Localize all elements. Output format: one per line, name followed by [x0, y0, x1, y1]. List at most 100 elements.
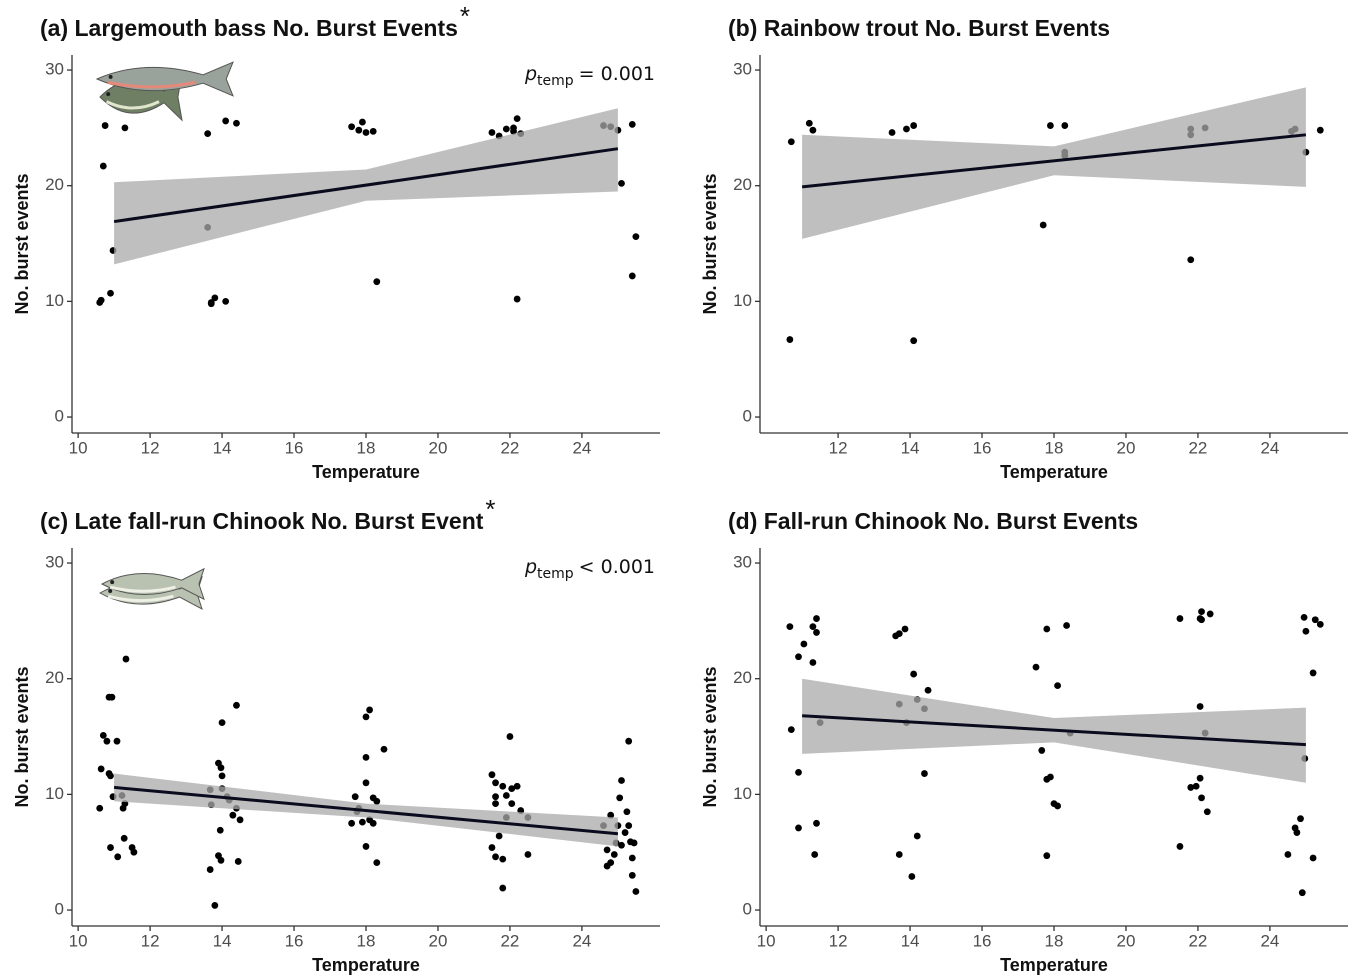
data-point	[207, 300, 215, 308]
data-point	[618, 841, 625, 849]
data-point	[895, 630, 903, 637]
data-point	[122, 655, 130, 663]
data-point	[1054, 682, 1061, 690]
x-tick-label: 24	[1260, 931, 1279, 950]
panel: (b) Rainbow trout No. Burst Events 0 10 20 3…	[95, 15, 1348, 482]
panel-title-text: (a) Largemouth bass No. Burst Events	[40, 15, 458, 41]
data-point	[1196, 774, 1204, 782]
data-point	[107, 772, 114, 780]
data-point	[362, 753, 370, 761]
x-tick-label: 22	[1188, 438, 1207, 457]
data-point	[1203, 808, 1211, 816]
data-point	[492, 779, 499, 787]
data-point	[229, 811, 237, 819]
p-value-annotation: ptemp = 0.001	[524, 63, 655, 89]
data-point	[488, 129, 496, 136]
x-tick-label: 18	[1045, 931, 1064, 950]
data-point	[621, 829, 629, 836]
trend-line	[801, 133, 1307, 189]
data-point	[1032, 663, 1040, 671]
data-point	[107, 289, 114, 297]
x-tick-label: 20	[429, 438, 448, 457]
trend-line	[802, 714, 1306, 747]
data-point	[908, 873, 916, 880]
y-tick-label: 20	[733, 668, 752, 687]
data-point	[362, 129, 370, 136]
x-tick-label: 14	[901, 931, 920, 950]
data-point	[813, 615, 820, 622]
data-point	[369, 127, 377, 135]
data-point	[366, 706, 373, 714]
y-tick-label: 10	[733, 291, 752, 310]
x-tick-label: 20	[1117, 931, 1136, 950]
data-point	[218, 772, 226, 780]
x-tick-label: 14	[213, 438, 232, 457]
data-point	[1284, 851, 1292, 858]
data-point	[508, 800, 516, 808]
data-point	[513, 115, 521, 123]
x-tick-label: 20	[429, 931, 448, 950]
data-point	[1316, 126, 1324, 134]
data-point	[506, 733, 514, 740]
data-point	[380, 745, 388, 753]
data-point	[120, 834, 128, 842]
data-point	[625, 822, 633, 830]
x-tick-label: 10	[69, 438, 88, 457]
data-point	[369, 819, 377, 827]
data-point	[630, 839, 638, 847]
data-point	[1198, 608, 1205, 616]
data-point	[101, 122, 109, 129]
fish-illustration	[107, 594, 174, 603]
trend-line	[113, 147, 619, 224]
data-point	[508, 785, 516, 792]
data-point	[211, 294, 219, 302]
data-point	[502, 125, 510, 133]
data-point	[96, 804, 104, 812]
y-tick-label: 0	[55, 407, 64, 426]
data-point	[99, 162, 107, 170]
data-point	[913, 832, 921, 840]
data-point	[786, 336, 794, 343]
significance-marker: *	[460, 1, 470, 31]
data-point	[1311, 616, 1319, 624]
data-point	[903, 125, 910, 133]
panel-title: (b) Rainbow trout No. Burst Events	[728, 15, 1110, 41]
data-point	[373, 859, 381, 867]
fish-illustration	[107, 80, 196, 89]
y-tick-label: 20	[45, 668, 64, 687]
data-point	[1063, 622, 1070, 629]
data-point	[1187, 784, 1195, 791]
data-point	[348, 819, 356, 827]
data-point	[1061, 122, 1069, 129]
data-point	[502, 792, 510, 799]
data-point	[1309, 854, 1317, 862]
y-tick-label: 10	[45, 291, 64, 310]
data-point	[217, 856, 225, 864]
data-point	[921, 770, 928, 777]
panel-title: (d) Fall-run Chinook No. Burst Events	[728, 508, 1138, 534]
data-point	[809, 126, 817, 134]
p-symbol: p	[524, 63, 537, 85]
data-point	[233, 119, 240, 127]
panel-title: (c) Late fall-run Chinook No. Burst Even…	[40, 494, 496, 534]
data-point	[492, 793, 499, 801]
data-point	[1196, 703, 1204, 710]
data-point	[795, 824, 802, 832]
panel-title: (a) Largemouth bass No. Burst Events*	[40, 1, 470, 41]
data-point	[1047, 773, 1054, 781]
x-tick-label: 12	[829, 931, 848, 950]
data-point	[113, 737, 121, 745]
data-point	[121, 124, 129, 132]
data-point	[616, 794, 624, 802]
panel: (c) Late fall-run Chinook No. Burst Even…	[12, 494, 660, 975]
x-axis-title: Temperature	[312, 955, 420, 975]
data-point	[888, 129, 896, 136]
y-tick-label: 30	[45, 60, 64, 79]
data-point	[108, 693, 116, 701]
data-point	[99, 731, 107, 739]
y-axis-title: No. burst events	[12, 173, 32, 314]
x-tick-label: 12	[141, 931, 160, 950]
x-tick-label: 20	[1117, 438, 1136, 457]
